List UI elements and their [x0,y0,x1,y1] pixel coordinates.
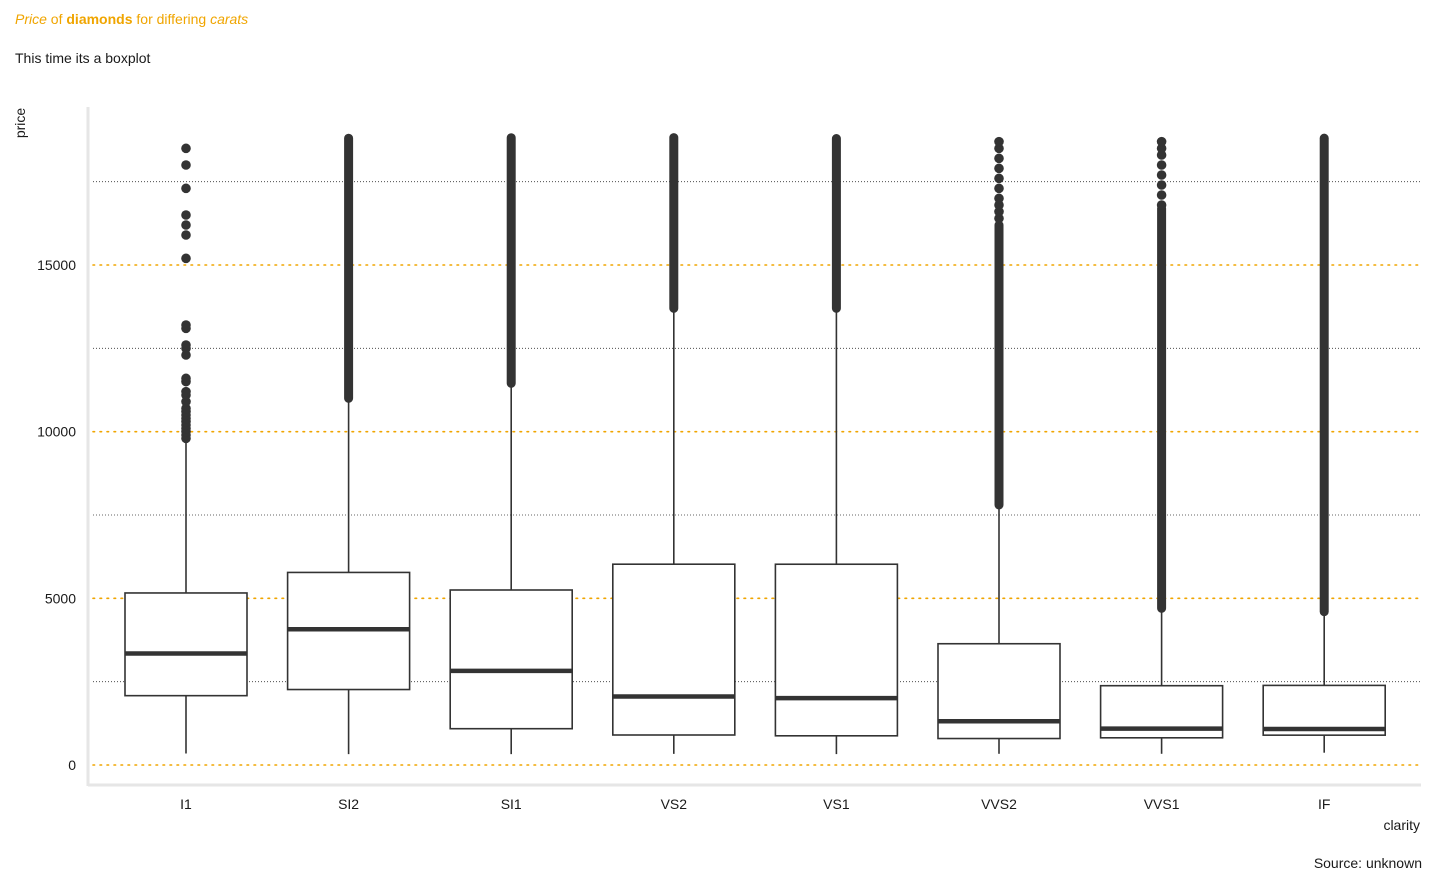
x-tick-label: I1 [180,796,192,812]
outlier-point [181,210,191,220]
outlier-point [181,220,191,230]
outlier-point [1156,143,1167,154]
x-tick-label: VVS2 [981,796,1017,812]
outlier-point [994,193,1004,204]
outlier-point [1156,170,1167,180]
axes [86,107,1421,787]
outlier-point [994,200,1004,210]
title-of: of [46,11,67,27]
tick-labels: 0 5000 10000 15000 I1 SI2 SI1 VS2 VS1 VVS2 VVS1 IF [37,257,1330,812]
outlier-point [181,350,191,360]
y-axis-title: price [12,108,28,139]
outlier-point [1156,160,1167,170]
outlier-point [181,320,191,330]
iqr-box [774,563,899,737]
chart-title: Price of diamonds for differing carats [15,11,248,27]
x-tick-label: VVS1 [1144,796,1180,812]
outlier-point [994,213,1004,224]
outlier-point [994,173,1004,184]
box-vvs1 [1099,136,1224,754]
y-tick-label: 10000 [37,424,76,440]
outlier-point [181,230,191,240]
x-tick-label: VS2 [661,796,688,812]
outlier-point [1156,180,1167,190]
outlier-point [1156,190,1167,200]
outlier-point [1156,200,1167,210]
x-tick-label: SI2 [338,796,359,812]
title-diamonds: diamonds [66,11,133,27]
box-si1 [449,133,574,755]
iqr-box [611,563,736,736]
box-vvs2 [937,136,1061,754]
title-price: Price [15,11,47,27]
x-tick-label: SI1 [501,796,522,812]
outlier-point [181,253,191,264]
outlier-point [1156,136,1167,147]
outlier-point [994,136,1004,147]
outlier-point [994,143,1004,154]
chart-subtitle: This time its a boxplot [15,50,151,66]
outlier-point [181,340,191,350]
outlier-point [181,183,191,194]
y-tick-label: 0 [68,757,76,773]
x-tick-label: VS1 [823,796,850,812]
iqr-box [124,592,248,697]
box-si2 [286,133,411,755]
title-carats: carats [210,11,249,27]
outlier-point [994,206,1004,217]
outlier-point [994,153,1004,164]
iqr-box [937,642,1061,740]
outlier-point [181,396,191,407]
outlier-point [181,373,191,384]
title-for-differing: for differing [132,11,211,27]
outlier-point [181,160,191,170]
outlier-point [994,163,1004,174]
chart-caption: Source: unknown [1313,855,1422,871]
outlier-point [994,183,1004,194]
box-i1 [124,143,248,754]
y-tick-label: 5000 [45,590,76,606]
box-vs2 [611,133,736,754]
outlier-point [181,386,191,397]
x-tick-label: IF [1318,796,1330,812]
boxes [124,133,1386,755]
box-if [1262,133,1386,753]
outlier-point [181,143,191,154]
y-tick-label: 15000 [37,257,76,273]
x-axis-title: clarity [1383,817,1420,833]
gridlines [92,181,1422,766]
outlier-point [181,403,191,414]
iqr-box [449,589,574,730]
outlier-point [1156,150,1167,160]
box-vs1 [774,134,899,755]
